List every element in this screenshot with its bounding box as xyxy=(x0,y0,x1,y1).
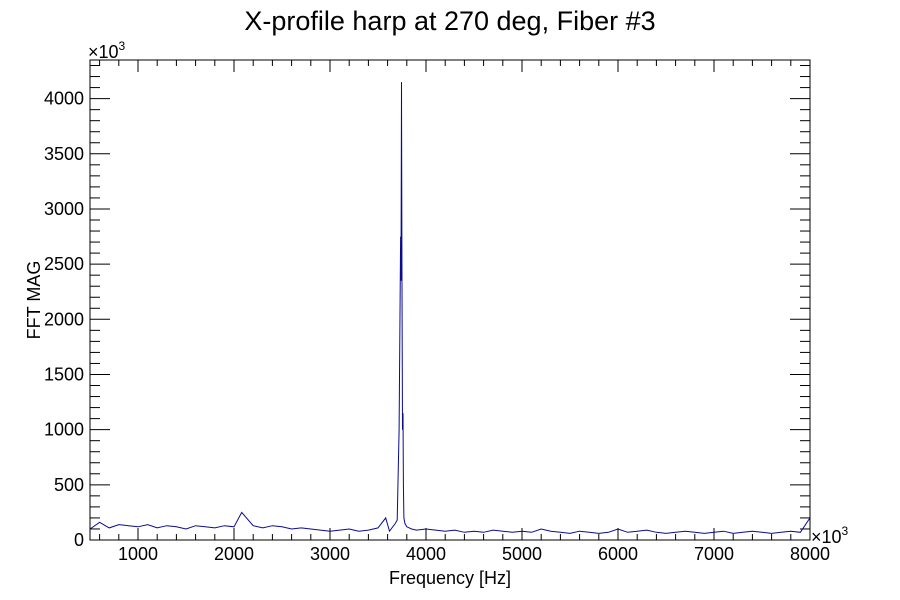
plot-frame xyxy=(89,59,811,541)
y-tick-label: 500 xyxy=(54,475,84,495)
x-tick-labels: 1000 2000 3000 4000 5000 6000 7000 8000 xyxy=(118,544,830,564)
x-axis-label: Frequency [Hz] xyxy=(389,568,511,588)
x-tick-label: 6000 xyxy=(598,544,638,564)
y-tick-label: 3000 xyxy=(44,199,84,219)
x-tick-label: 4000 xyxy=(406,544,446,564)
x-tick-label: 2000 xyxy=(214,544,254,564)
y-multiplier-label: ×103 xyxy=(88,39,126,62)
x-tick-label: 8000 xyxy=(790,544,830,564)
y-tick-labels: 0 500 1000 1500 2000 2500 3000 3500 4000 xyxy=(44,89,84,550)
chart-title: X-profile harp at 270 deg, Fiber #3 xyxy=(244,6,655,36)
y-tick-label: 1500 xyxy=(44,364,84,384)
y-tick-label: 4000 xyxy=(44,89,84,109)
y-tick-label: 1000 xyxy=(44,420,84,440)
y-tick-label: 0 xyxy=(74,530,84,550)
y-tick-label: 3500 xyxy=(44,144,84,164)
fft-series-line xyxy=(89,82,811,534)
y-multiplier-base: ×10 xyxy=(88,42,119,62)
x-tick-label: 5000 xyxy=(502,544,542,564)
x-tick-label: 3000 xyxy=(310,544,350,564)
y-tick-label: 2500 xyxy=(44,254,84,274)
plot-area xyxy=(89,82,811,534)
x-multiplier-label: ×103 xyxy=(811,524,849,547)
x-multiplier-base: ×10 xyxy=(811,527,842,547)
x-tick-label: 7000 xyxy=(694,544,734,564)
y-axis-label: FFT MAG xyxy=(24,261,44,340)
x-tick-label: 1000 xyxy=(118,544,158,564)
y-tick-label: 2000 xyxy=(44,309,84,329)
y-multiplier-exponent: 3 xyxy=(119,39,126,53)
x-multiplier-exponent: 3 xyxy=(842,524,849,538)
